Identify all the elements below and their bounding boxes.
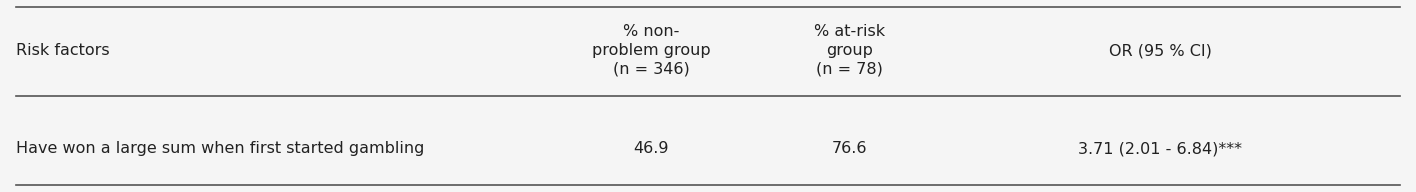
Text: Risk factors: Risk factors bbox=[16, 43, 109, 58]
Text: % non-
problem group
(n = 346): % non- problem group (n = 346) bbox=[592, 25, 711, 77]
Text: Have won a large sum when first started gambling: Have won a large sum when first started … bbox=[16, 142, 423, 156]
Text: OR (95 % CI): OR (95 % CI) bbox=[1109, 43, 1212, 58]
Text: 3.71 (2.01 - 6.84)***: 3.71 (2.01 - 6.84)*** bbox=[1078, 142, 1242, 156]
Text: 46.9: 46.9 bbox=[634, 142, 670, 156]
Text: 76.6: 76.6 bbox=[831, 142, 867, 156]
Text: % at-risk
group
(n = 78): % at-risk group (n = 78) bbox=[814, 25, 885, 77]
